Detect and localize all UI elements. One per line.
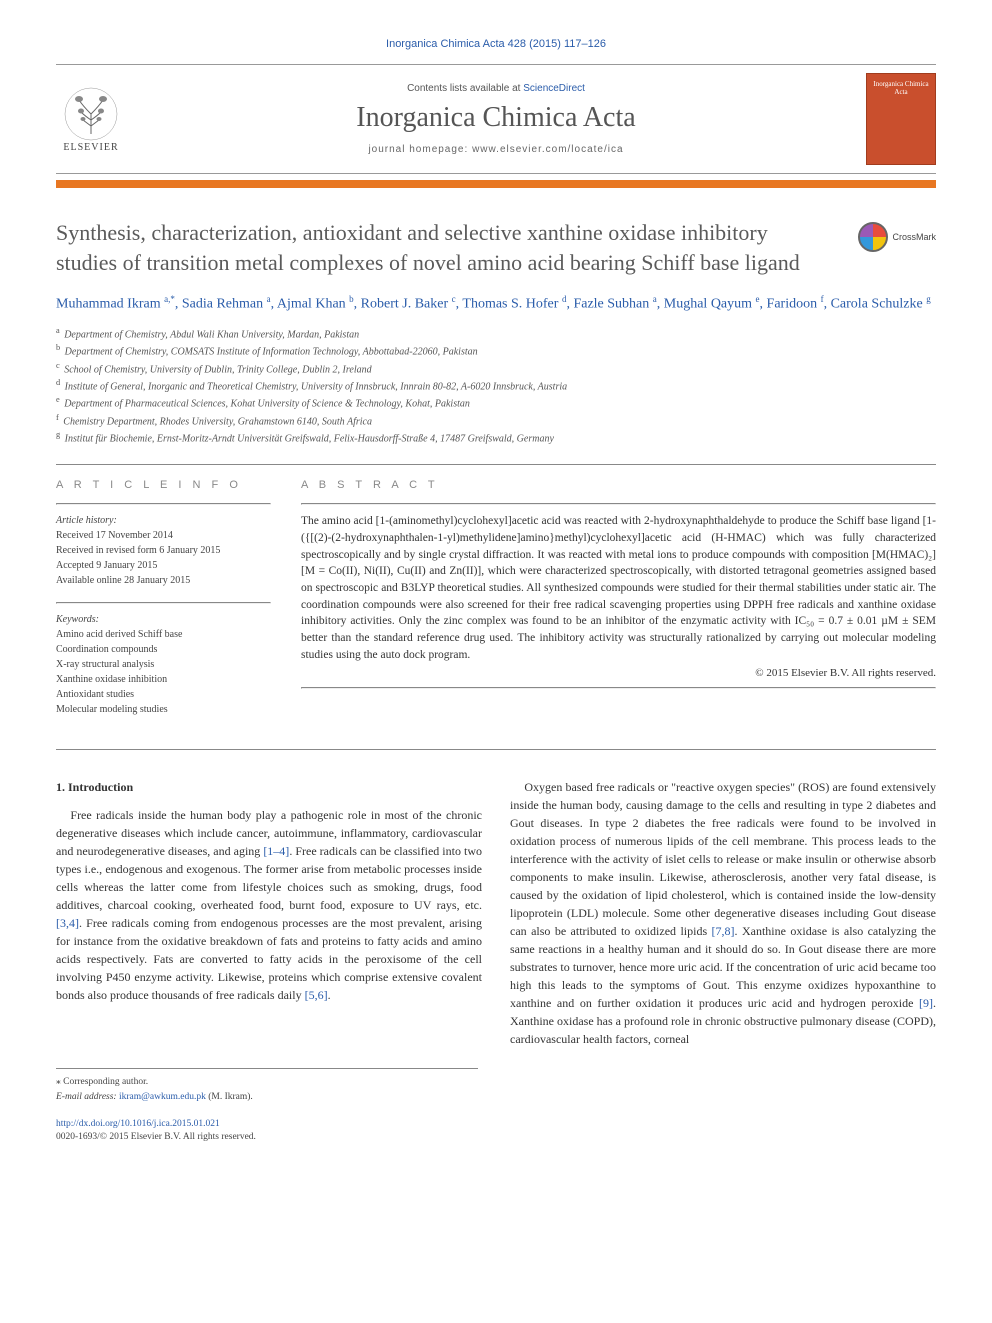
keyword-line: Amino acid derived Schiff base: [56, 627, 271, 642]
section-heading: 1. Introduction: [56, 778, 482, 796]
homepage-line: journal homepage: www.elsevier.com/locat…: [140, 144, 852, 155]
affiliation-line: f Chemistry Department, Rhodes Universit…: [56, 412, 936, 429]
history-line: Accepted 9 January 2015: [56, 558, 271, 573]
affiliation-line: a Department of Chemistry, Abdul Wali Kh…: [56, 325, 936, 342]
affiliation-line: g Institut für Biochemie, Ernst-Moritz-A…: [56, 429, 936, 446]
keyword-line: Antioxidant studies: [56, 687, 271, 702]
keywords-block: Keywords: Amino acid derived Schiff base…: [56, 612, 271, 717]
abstract-text: The amino acid [1-(aminomethyl)cyclohexy…: [301, 513, 936, 663]
body-left-column: 1. Introduction Free radicals inside the…: [56, 778, 482, 1048]
contents-line: Contents lists available at ScienceDirec…: [140, 83, 852, 94]
page-root: Inorganica Chimica Acta 428 (2015) 117–1…: [0, 0, 992, 1184]
article-title: Synthesis, characterization, antioxidant…: [56, 218, 936, 277]
corresponding-email[interactable]: ikram@awkum.edu.pk: [119, 1092, 206, 1102]
history-line: Available online 28 January 2015: [56, 573, 271, 588]
citation-ref[interactable]: [7,8]: [712, 924, 735, 938]
keyword-line: Molecular modeling studies: [56, 702, 271, 717]
intro-paragraph-right: Oxygen based free radicals or "reactive …: [510, 778, 936, 1048]
homepage-prefix: journal homepage:: [368, 144, 472, 155]
body-right-column: Oxygen based free radicals or "reactive …: [510, 778, 936, 1048]
info-separator: [56, 503, 271, 505]
crossmark-badge[interactable]: CrossMark: [858, 222, 936, 252]
header-center: Contents lists available at ScienceDirec…: [140, 83, 852, 155]
affiliation-line: d Institute of General, Inorganic and Th…: [56, 377, 936, 394]
keyword-line: Coordination compounds: [56, 642, 271, 657]
article-history: Article history: Received 17 November 20…: [56, 513, 271, 588]
article-title-text: Synthesis, characterization, antioxidant…: [56, 220, 800, 275]
abstract-separator: [301, 503, 936, 505]
info-abstract-row: A R T I C L E I N F O Article history: R…: [56, 479, 936, 731]
history-line: Received in revised form 6 January 2015: [56, 543, 271, 558]
citation-ref[interactable]: [9]: [919, 996, 933, 1010]
corresponding-author-note: ⁎ Corresponding author. E-mail address: …: [56, 1068, 478, 1104]
citation-ref[interactable]: [5,6]: [305, 988, 328, 1002]
footer-block: http://dx.doi.org/10.1016/j.ica.2015.01.…: [56, 1118, 936, 1145]
elsevier-logo: ELSEVIER: [56, 77, 126, 162]
keyword-line: Xanthine oxidase inhibition: [56, 672, 271, 687]
abstract-copyright: © 2015 Elsevier B.V. All rights reserved…: [301, 667, 936, 679]
journal-cover-thumbnail: Inorganica Chimica Acta: [866, 73, 936, 165]
journal-header: ELSEVIER Contents lists available at Sci…: [56, 64, 936, 174]
cover-title: Inorganica Chimica Acta: [870, 80, 932, 96]
doi-link[interactable]: http://dx.doi.org/10.1016/j.ica.2015.01.…: [56, 1119, 220, 1129]
citation-ref[interactable]: [3,4]: [56, 916, 79, 930]
corresponding-label: ⁎ Corresponding author.: [56, 1075, 478, 1089]
contents-prefix: Contents lists available at: [407, 83, 523, 94]
publisher-name: ELSEVIER: [63, 142, 118, 153]
crossmark-label: CrossMark: [892, 231, 936, 243]
sciencedirect-link[interactable]: ScienceDirect: [523, 83, 585, 94]
corresponding-email-line: E-mail address: ikram@awkum.edu.pk (M. I…: [56, 1090, 478, 1104]
journal-title: Inorganica Chimica Acta: [140, 102, 852, 134]
citation-ref[interactable]: [1–4]: [263, 844, 289, 858]
info-separator: [56, 602, 271, 604]
history-label: Article history:: [56, 513, 271, 528]
keyword-line: X-ray structural analysis: [56, 657, 271, 672]
keywords-label: Keywords:: [56, 612, 271, 627]
journal-reference: Inorganica Chimica Acta 428 (2015) 117–1…: [56, 38, 936, 50]
section-divider: [56, 464, 936, 465]
info-heading: A R T I C L E I N F O: [56, 479, 271, 491]
history-line: Received 17 November 2014: [56, 528, 271, 543]
issn-copyright: 0020-1693/© 2015 Elsevier B.V. All right…: [56, 1131, 936, 1144]
abstract-heading: A B S T R A C T: [301, 479, 936, 491]
section-divider: [56, 749, 936, 750]
affiliation-list: a Department of Chemistry, Abdul Wali Kh…: [56, 325, 936, 446]
affiliation-line: e Department of Pharmaceutical Sciences,…: [56, 394, 936, 411]
body-two-column: 1. Introduction Free radicals inside the…: [56, 778, 936, 1048]
abstract-separator: [301, 687, 936, 689]
article-info-column: A R T I C L E I N F O Article history: R…: [56, 479, 271, 731]
accent-bar: [56, 180, 936, 188]
homepage-url[interactable]: www.elsevier.com/locate/ica: [472, 144, 624, 155]
affiliation-line: b Department of Chemistry, COMSATS Insti…: [56, 342, 936, 359]
affiliation-line: c School of Chemistry, University of Dub…: [56, 360, 936, 377]
elsevier-tree-icon: [63, 86, 119, 142]
email-suffix: (M. Ikram).: [208, 1092, 253, 1102]
crossmark-icon: [858, 222, 888, 252]
email-label: E-mail address:: [56, 1092, 117, 1102]
intro-paragraph-left: Free radicals inside the human body play…: [56, 806, 482, 1004]
abstract-column: A B S T R A C T The amino acid [1-(amino…: [301, 479, 936, 731]
author-list: Muhammad Ikram a,*, Sadia Rehman a, Ajma…: [56, 293, 936, 315]
